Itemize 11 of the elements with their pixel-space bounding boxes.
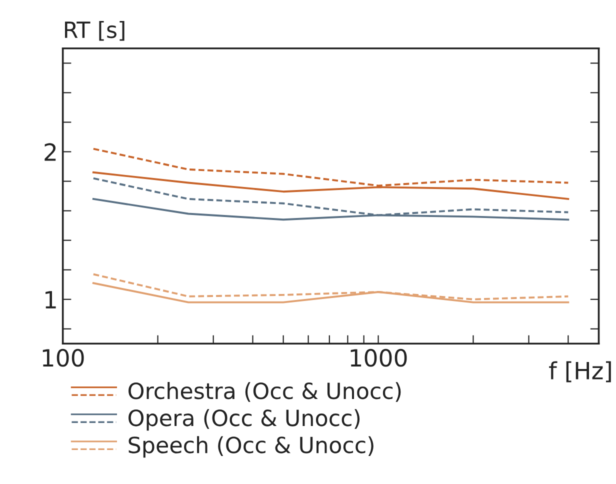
x-tick-label: 1000 [350, 348, 407, 367]
x-tick-label: 100 [42, 348, 84, 367]
y-axis-title: RT [s] [65, 20, 124, 41]
line-series [92, 177, 570, 216]
x-axis-title: f [Hz] [549, 361, 611, 382]
legend-label: Speech (Occ & Unocc) [128, 436, 374, 458]
legend-label: Opera (Occ & Unocc) [128, 409, 360, 431]
line-series [92, 273, 570, 300]
y-tick-label: 2 [44, 143, 56, 161]
legend-label: Orchestra (Occ & Unocc) [128, 382, 401, 402]
y-tick-label: 1 [46, 291, 56, 308]
